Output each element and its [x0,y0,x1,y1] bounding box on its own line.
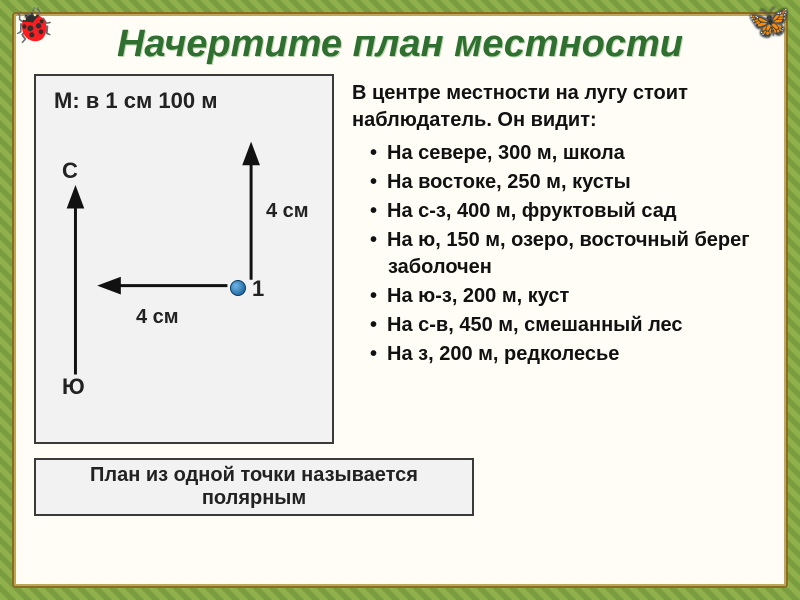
observations-list: На севере, 300 м, школа На востоке, 250 … [352,140,766,368]
list-item: На с-в, 450 м, смешанный лес [358,312,766,339]
bordered-frame: 🐞 🦋 Начертите план местности М: в 1 см 1… [0,0,800,600]
plan-diagram: М: в 1 см 100 м С Ю 1 4 см 4 см [34,74,334,444]
list-item: На севере, 300 м, школа [358,140,766,167]
left-column: М: в 1 см 100 м С Ю 1 4 см 4 см [34,74,334,574]
right-column: В центре местности на лугу стоит наблюда… [352,74,766,574]
list-item: На востоке, 250 м, кусты [358,169,766,196]
observer-point-icon [230,280,246,296]
page-title: Начертите план местности [34,24,766,66]
content-row: М: в 1 см 100 м С Ю 1 4 см 4 см [34,74,766,574]
sheet: Начертите план местности М: в 1 см 100 м… [12,12,788,588]
list-item: На з, 200 м, редколесье [358,341,766,368]
list-item: На ю-з, 200 м, куст [358,283,766,310]
list-item: На с-з, 400 м, фруктовый сад [358,198,766,225]
intro-text: В центре местности на лугу стоит наблюда… [352,80,766,134]
ladybug-icon: 🐞 [12,6,54,46]
arrows-svg [36,76,332,442]
list-item: На ю, 150 м, озеро, восточный берег забо… [358,227,766,281]
butterfly-icon: 🦋 [748,2,790,42]
